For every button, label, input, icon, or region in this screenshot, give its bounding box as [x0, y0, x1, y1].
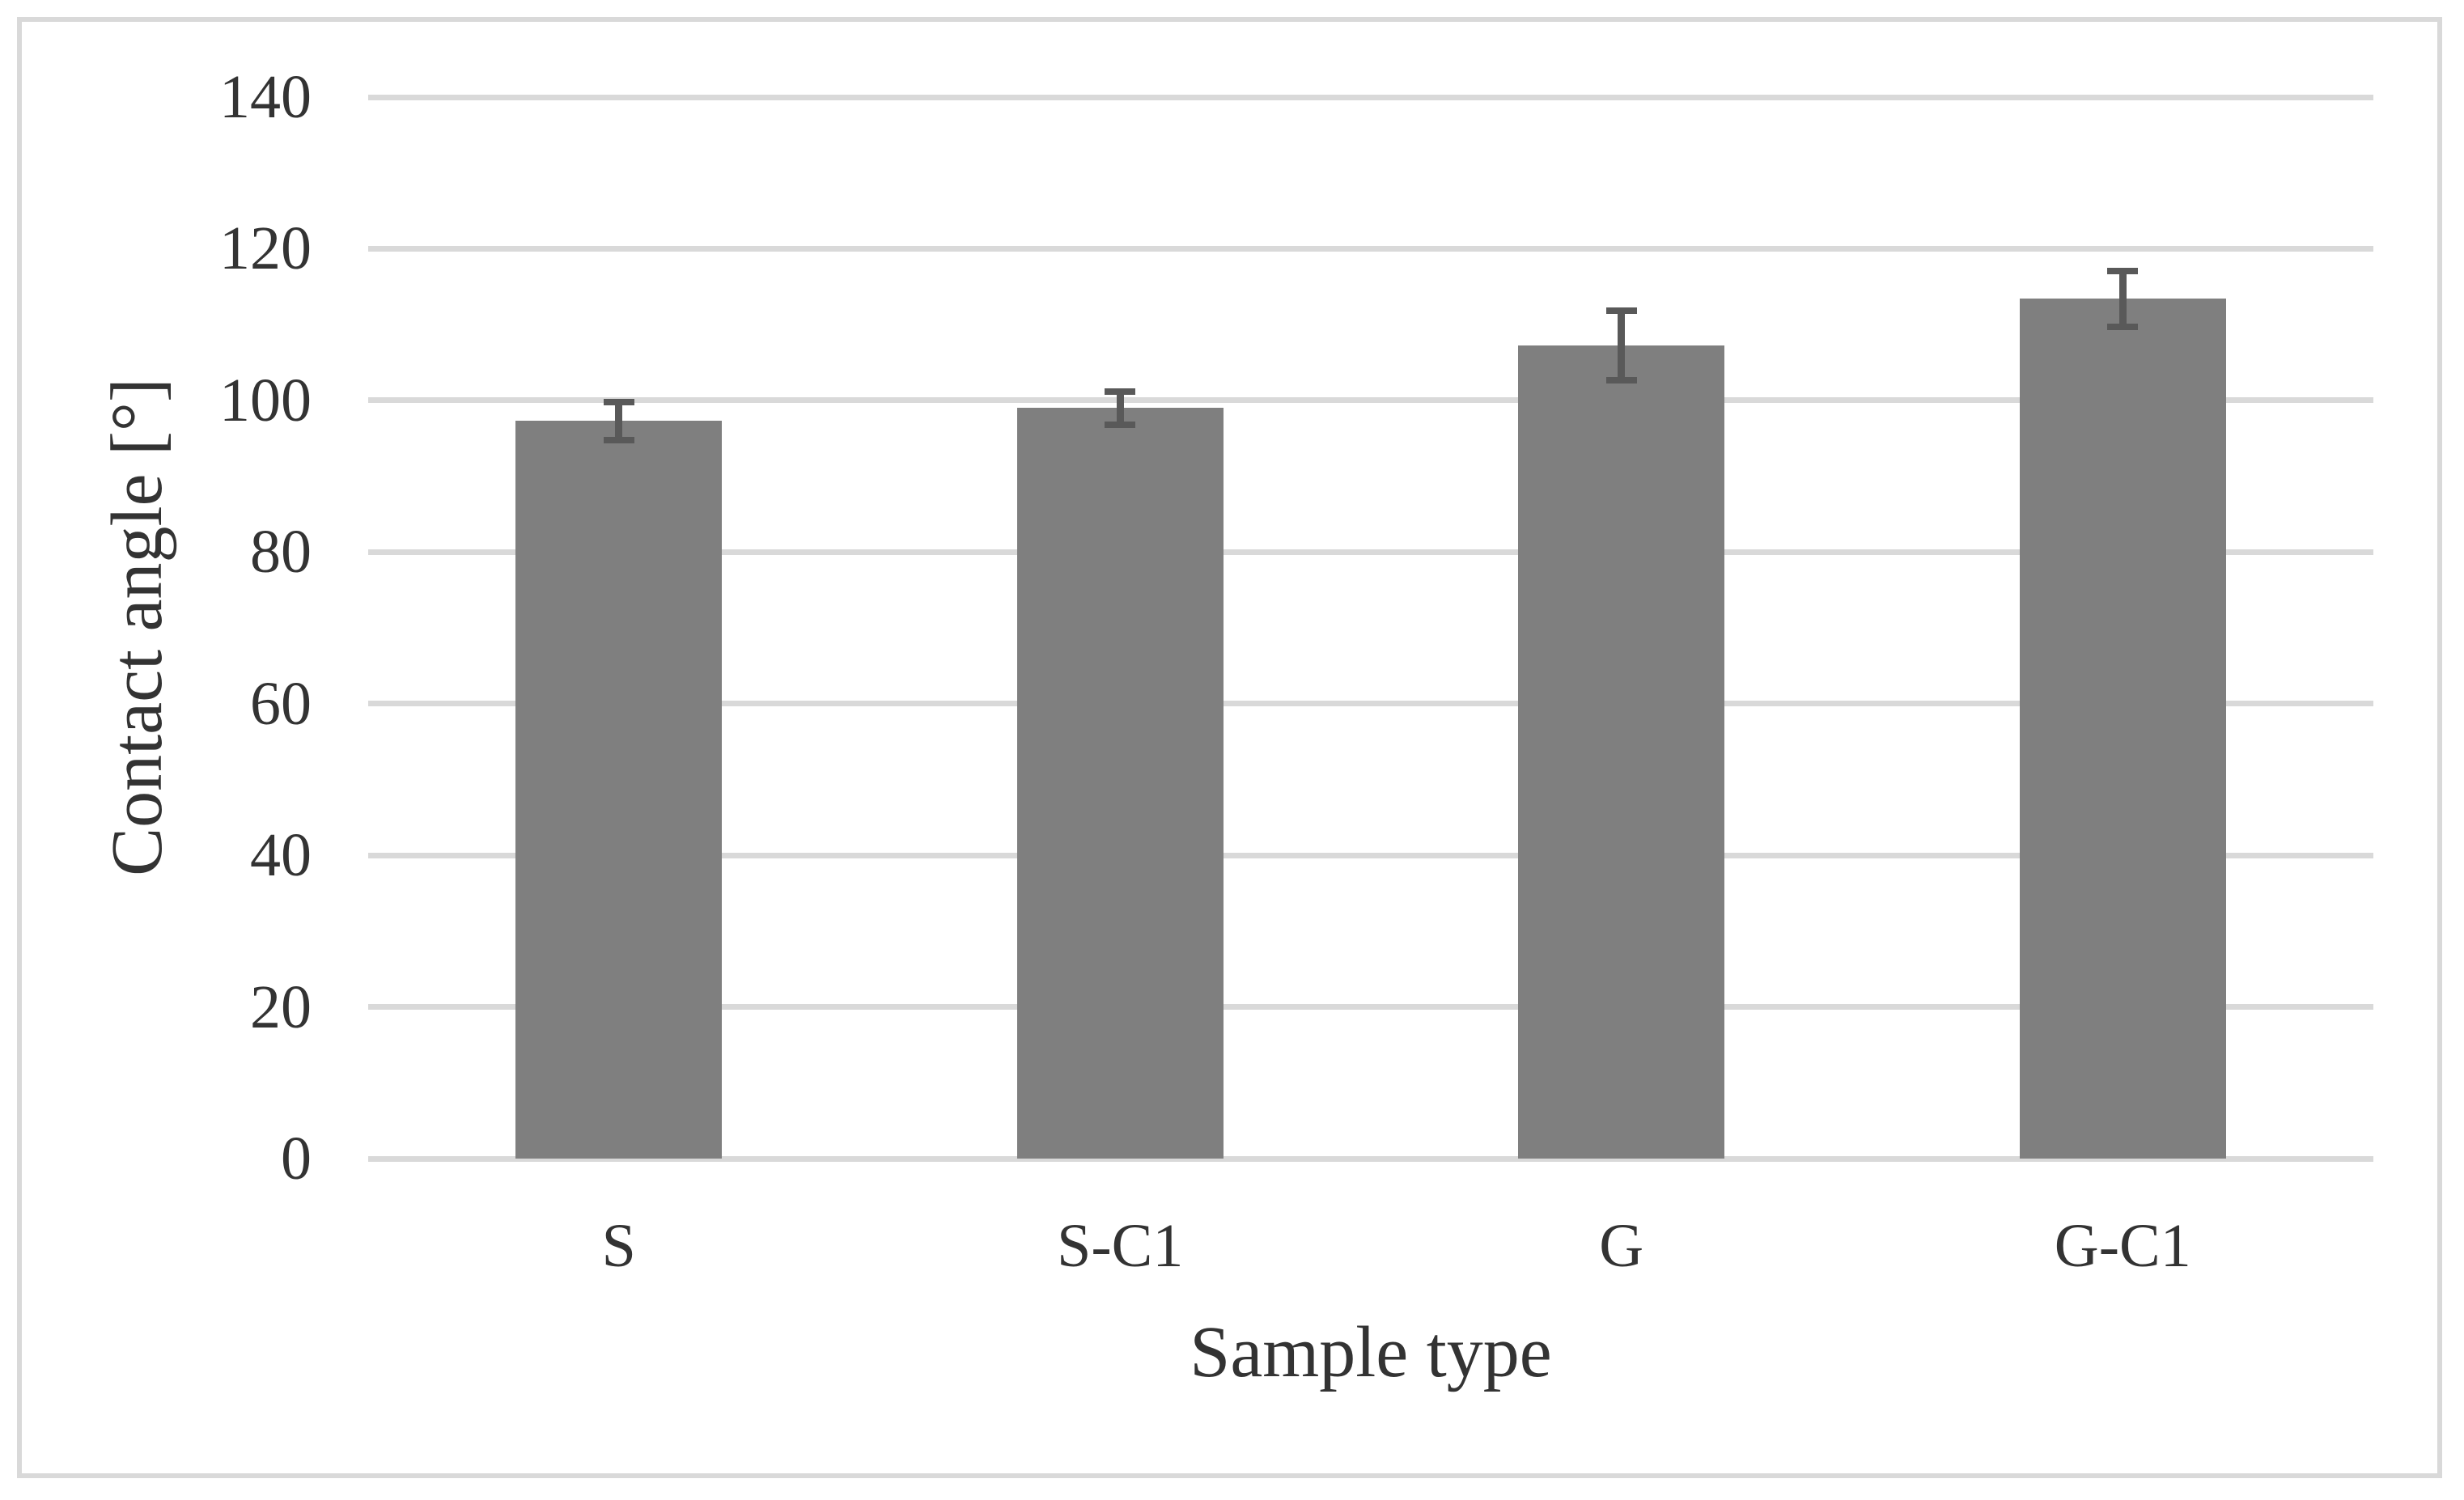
- error-bar-cap-bottom-S: [603, 436, 634, 443]
- x-category-label-G-C1: G-C1: [2054, 1212, 2191, 1280]
- gridline-80: [368, 549, 2373, 555]
- x-category-label-S: S: [601, 1212, 636, 1280]
- error-bar-cap-bottom-G: [1605, 377, 1637, 384]
- error-bar-cap-top-G-C1: [2107, 267, 2139, 274]
- error-bar-stem-G-C1: [2118, 270, 2127, 327]
- y-tick-label-80: 80: [250, 518, 312, 587]
- error-bar-cap-top-S: [603, 398, 634, 405]
- gridline-0: [368, 1155, 2373, 1162]
- y-tick-label-0: 0: [281, 1125, 312, 1193]
- gridline-60: [368, 701, 2373, 707]
- gridline-20: [368, 1004, 2373, 1011]
- y-tick-label-120: 120: [219, 214, 312, 283]
- y-tick-label-20: 20: [250, 972, 312, 1041]
- y-tick-label-60: 60: [250, 669, 312, 738]
- error-bar-cap-bottom-G-C1: [2107, 323, 2139, 330]
- x-axis-title: Sample type: [1190, 1312, 1552, 1392]
- y-axis-title: Contact angle [°]: [97, 378, 177, 876]
- error-bar-stem-S-C1: [1116, 391, 1124, 425]
- plot-area: [368, 94, 2373, 1162]
- gridline-40: [368, 852, 2373, 858]
- error-bar-cap-top-S-C1: [1105, 388, 1136, 395]
- error-bar-cap-bottom-S-C1: [1105, 421, 1136, 428]
- y-tick-label-140: 140: [219, 63, 312, 131]
- bar-G-C1: [2019, 299, 2226, 1159]
- y-tick-label-40: 40: [250, 821, 312, 890]
- gridline-100: [368, 397, 2373, 404]
- bar-S-C1: [1016, 408, 1224, 1159]
- bar-G: [1518, 345, 1725, 1159]
- x-category-label-S-C1: S-C1: [1057, 1212, 1184, 1280]
- gridline-120: [368, 245, 2373, 252]
- error-bar-stem-G: [1618, 311, 1626, 381]
- gridline-140: [368, 94, 2373, 100]
- bar-S: [515, 421, 723, 1159]
- y-tick-label-100: 100: [219, 366, 312, 434]
- error-bar-cap-top-G: [1605, 307, 1637, 315]
- error-bar-stem-S: [615, 401, 623, 440]
- x-category-label-G: G: [1599, 1212, 1644, 1280]
